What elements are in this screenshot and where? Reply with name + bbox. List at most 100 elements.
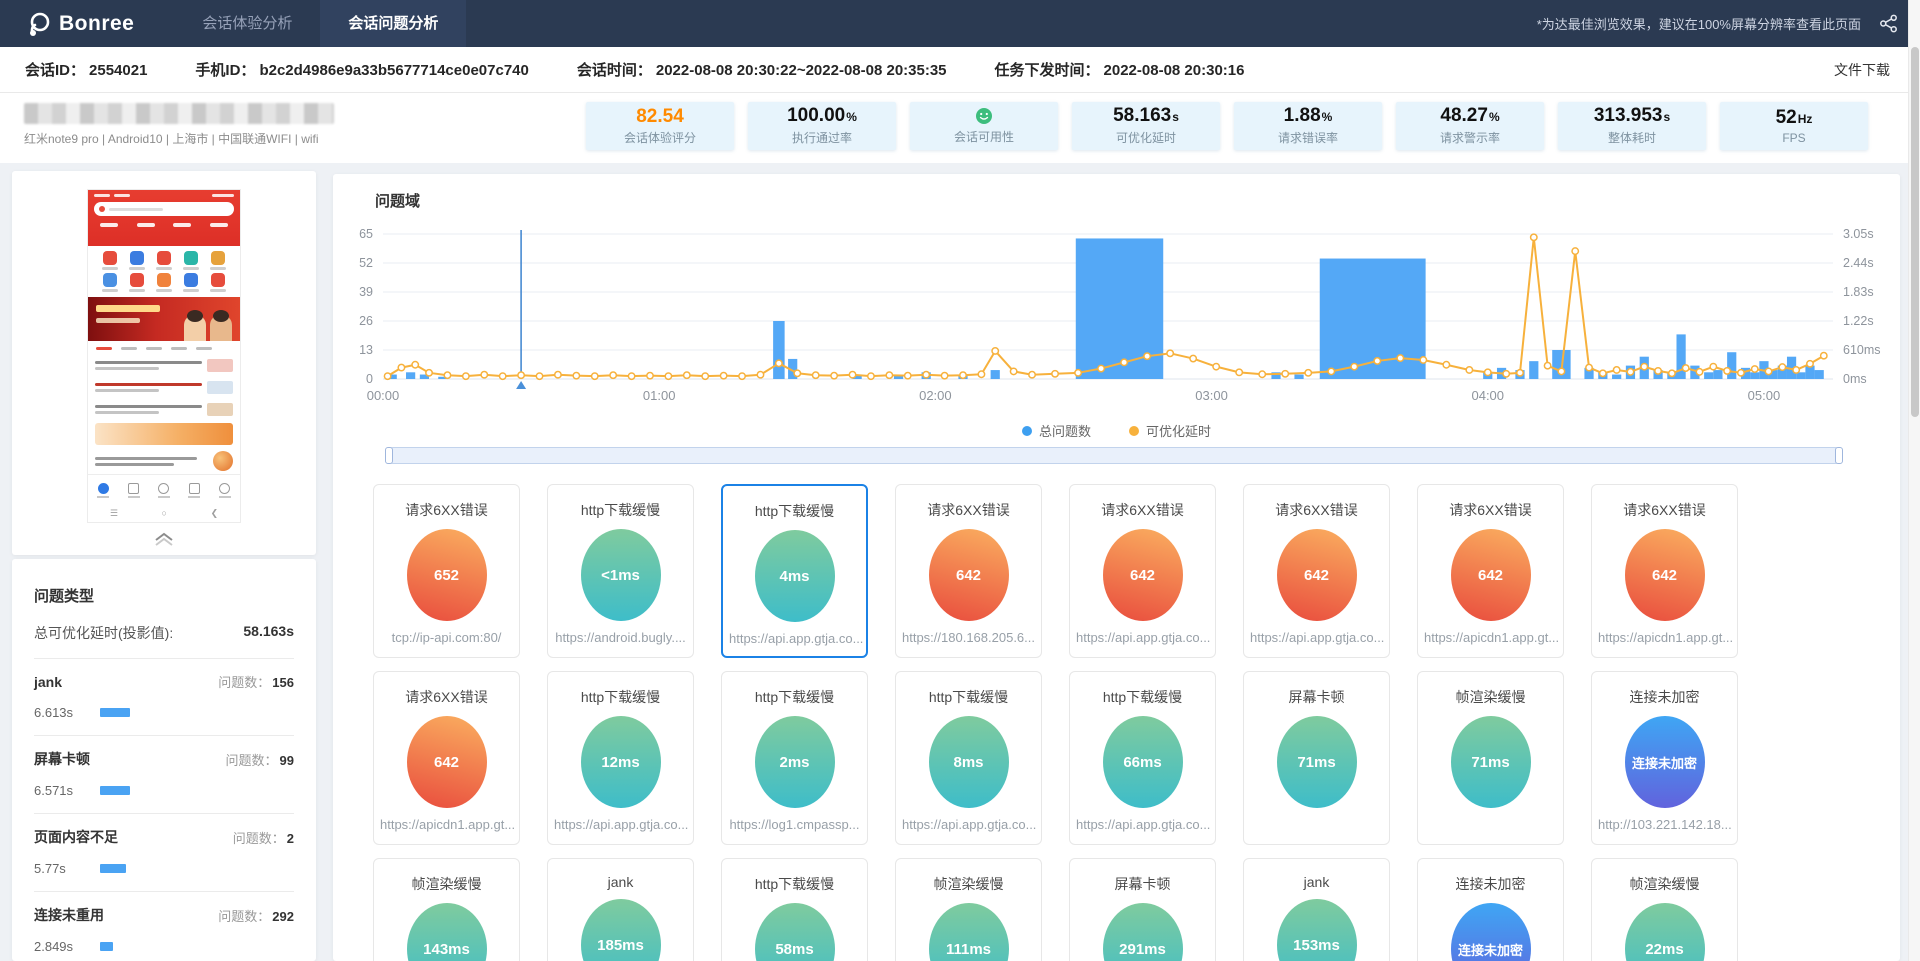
logo-text: Bonree (59, 11, 135, 35)
problem-card[interactable]: 屏幕卡顿 71ms (1243, 671, 1390, 845)
problem-type-name: 屏幕卡顿 (34, 751, 90, 767)
news-list-item (88, 398, 240, 420)
metric-box-1: 100.00% 执行通过率 (748, 102, 896, 150)
session-field: 会话ID： 2554021 (25, 62, 148, 79)
problem-card[interactable]: 请求6XX错误 642 https://apicdn1.app.gt... (1591, 484, 1738, 658)
legend-label: 可优化延时 (1146, 424, 1212, 439)
svg-text:1.83s: 1.83s (1843, 285, 1874, 299)
collapse-chevron-icon[interactable] (144, 531, 184, 552)
file-download-link[interactable]: 文件下载 (1834, 61, 1890, 78)
problem-card[interactable]: 帧渲染缓慢 22ms (1591, 858, 1738, 961)
problem-card-url: https://api.app.gtja.co... (729, 631, 864, 646)
bonree-logo[interactable]: Bonree (26, 11, 134, 37)
problem-type-count: 问题数： 292 (218, 908, 294, 924)
news-list-item (88, 354, 240, 376)
metric-label: 执行通过率 (791, 131, 852, 145)
legend-item[interactable]: 总问题数 (1021, 421, 1091, 440)
problem-card[interactable]: http下载缓慢 8ms https://api.app.gtja.co... (895, 671, 1042, 845)
problem-card-title: jank (1303, 874, 1330, 890)
problem-card[interactable]: 请求6XX错误 642 https://api.app.gtja.co... (1069, 484, 1216, 658)
metric-value: 100.00% (787, 105, 857, 126)
problem-card-title: http下载缓慢 (928, 689, 1009, 705)
problem-card-value-circle: 12ms (580, 716, 661, 808)
problem-card-title: 屏幕卡顿 (1288, 689, 1345, 705)
problem-card[interactable]: 请求6XX错误 642 https://api.app.gtja.co... (1243, 484, 1390, 658)
phone-screenshot-thumbnail[interactable]: ☰ ○ ❮ (87, 189, 241, 523)
problem-card-title: http下载缓慢 (754, 689, 835, 705)
problem-card-value-circle: 66ms (1102, 716, 1183, 808)
top-nav: Bonree 会话体验分析 会话问题分析 *为达最佳浏览效果，建议在100%屏幕分… (0, 0, 1920, 47)
problem-card[interactable]: http下载缓慢 4ms https://api.app.gtja.co... (721, 484, 868, 658)
problem-card[interactable]: 请求6XX错误 642 https://apicdn1.app.gt... (1417, 484, 1564, 658)
problem-card[interactable]: http下载缓慢 2ms https://log1.cmpassp... (721, 671, 868, 845)
svg-text:3.05s: 3.05s (1843, 227, 1874, 241)
problem-card-title: 帧渲染缓慢 (411, 876, 482, 892)
problem-card[interactable]: 帧渲染缓慢 143ms (373, 858, 520, 961)
problem-type-name: 连接未重用 (34, 907, 104, 923)
problem-card[interactable]: http下载缓慢 58ms (721, 858, 868, 961)
problem-card[interactable]: 帧渲染缓慢 111ms (895, 858, 1042, 961)
svg-text:1.22s: 1.22s (1843, 314, 1874, 328)
problem-card[interactable]: 屏幕卡顿 291ms (1069, 858, 1216, 961)
problem-type-item[interactable]: 页面内容不足 问题数： 2 5.77s (34, 827, 294, 876)
problem-type-list: jank 问题数： 156 6.613s 屏幕卡顿 问题数： 99 6.571s 页面内容不足问… (34, 672, 294, 961)
legend-item[interactable]: 可优化延时 (1129, 421, 1211, 440)
problem-card[interactable]: 帧渲染缓慢 71ms (1417, 671, 1564, 845)
share-icon[interactable] (1879, 14, 1898, 33)
slider-handle-right[interactable] (1835, 447, 1843, 464)
problem-type-name: jank (34, 673, 63, 690)
problem-card[interactable]: 连接未加密 连接未加密 http://103.221.142.18... (1591, 671, 1738, 845)
problem-type-item[interactable]: jank 问题数： 156 6.613s (34, 672, 294, 721)
android-nav-bar: ☰ ○ ❮ (109, 508, 219, 518)
problem-card-value-circle: 642 (1102, 529, 1183, 621)
timeline-zoom-slider[interactable] (385, 447, 1843, 464)
problem-card-url: https://api.app.gtja.co... (1076, 817, 1211, 832)
problem-card-url: http://103.221.142.18... (1598, 817, 1732, 832)
problem-card[interactable]: http下载缓慢 66ms https://api.app.gtja.co... (1069, 671, 1216, 845)
nav-tabs: 会话体验分析 会话问题分析 (174, 0, 467, 47)
problem-card[interactable]: jank 153ms (1243, 858, 1390, 961)
problem-domain-chart[interactable]: 0 0ms 13 610ms 26 1.22s 39 1.83s 52 2.44s 65 3.05s 0… (343, 210, 1888, 415)
problem-card-title: http下载缓慢 (580, 689, 661, 705)
problem-card-url: https://api.app.gtja.co... (1250, 630, 1385, 645)
problem-card[interactable]: http下载缓慢 <1ms https://android.bugly.... (547, 484, 694, 658)
legend-dot (1021, 425, 1032, 436)
problem-card[interactable]: 请求6XX错误 652 tcp://ip-api.com:80/ (373, 484, 520, 658)
svg-text:65: 65 (359, 227, 373, 241)
problem-card-value-circle: 642 (1624, 529, 1705, 621)
metrics-row: 82.54 会话体验评分 100.00% 执行通过率 会话可用性 58.163s 可优化延时… (586, 102, 1868, 150)
problem-card-value-circle: 58ms (754, 903, 835, 961)
problem-card-value-circle: 2ms (754, 716, 835, 808)
nav-tab-1[interactable]: 会话问题分析 (320, 0, 467, 47)
home-tab-icon (97, 482, 110, 498)
problem-card[interactable]: jank 185ms (547, 858, 694, 961)
metric-box-4: 1.88% 请求错误率 (1234, 102, 1382, 150)
problem-card[interactable]: 请求6XX错误 642 https://180.168.205.6... (895, 484, 1042, 658)
problem-card-url: https://apicdn1.app.gt... (1424, 630, 1560, 645)
problem-card[interactable]: http下载缓慢 12ms https://api.app.gtja.co... (547, 671, 694, 845)
device-name-redacted (24, 103, 334, 124)
nav-tab-0[interactable]: 会话体验分析 (202, 15, 293, 32)
app-icons-grid (88, 246, 240, 295)
news-list-item (88, 376, 240, 398)
problem-type-item[interactable]: 连接未重用 问题数： 292 2.849s (34, 905, 294, 954)
problem-card-url: tcp://ip-api.com:80/ (391, 630, 502, 645)
problem-type-count: 问题数： 156 (218, 675, 294, 690)
problem-card-value-circle: 4ms (754, 530, 835, 622)
problem-type-item[interactable]: 屏幕卡顿 问题数： 99 6.571s (34, 749, 294, 798)
slider-handle-left[interactable] (385, 447, 393, 464)
problem-card-value-circle: 642 (928, 529, 1009, 621)
problem-card-value-circle: 291ms (1102, 903, 1183, 961)
problem-card-url: https://api.app.gtja.co... (554, 817, 689, 832)
problem-card-value-circle: 185ms (580, 899, 661, 961)
session-info-bar: 会话ID： 2554021 手机ID： b2c2d4986e9a33b5677714c… (0, 47, 1920, 93)
session-field: 会话时间： 2022-08-08 20:30:22~2022-08-08 20:3… (576, 62, 947, 79)
problem-card[interactable]: 请求6XX错误 642 https://apicdn1.app.gt... (373, 671, 520, 845)
problem-card-value-circle: <1ms (580, 529, 661, 621)
metric-label: 请求错误率 (1277, 131, 1338, 145)
scrollbar-thumb[interactable] (1911, 47, 1919, 417)
problem-card[interactable]: 连接未加密 连接未加密 (1417, 858, 1564, 961)
metric-box-7: 52Hz FPS (1720, 102, 1868, 150)
problem-card-title: 帧渲染缓慢 (1455, 689, 1526, 705)
nav-right: *为达最佳浏览效果，建议在100%屏幕分辨率查看此页面 (1537, 14, 1898, 33)
